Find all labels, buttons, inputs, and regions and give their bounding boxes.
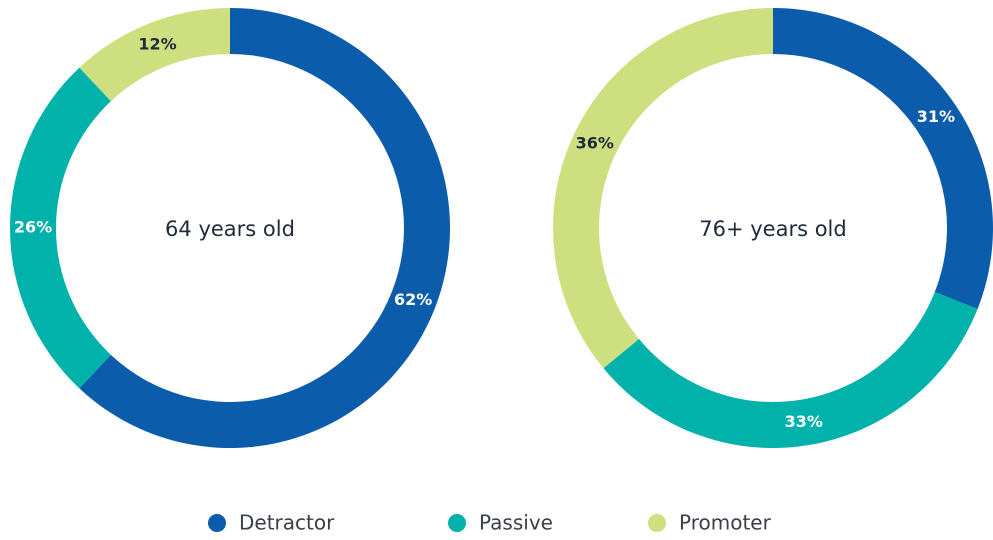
donut-segment — [773, 8, 993, 309]
donut-segment — [603, 292, 978, 448]
donut-segment — [79, 8, 231, 102]
center-label: 76+ years old — [699, 217, 846, 241]
value-label: 26% — [14, 218, 52, 237]
donut-segment — [553, 7, 773, 369]
center-label: 64 years old — [165, 217, 295, 241]
legend-label: Passive — [479, 511, 553, 535]
value-label: 62% — [394, 290, 432, 309]
legend-marker — [208, 514, 226, 532]
value-label: 12% — [138, 34, 176, 53]
value-label: 33% — [785, 412, 823, 431]
donut-segment — [79, 8, 450, 448]
value-label: 31% — [917, 107, 955, 126]
legend-marker — [648, 514, 666, 532]
value-label: 36% — [576, 134, 614, 153]
legend-label: Detractor — [239, 511, 335, 535]
legend-marker — [448, 514, 466, 532]
legend-label: Promoter — [679, 511, 772, 535]
donut-segment — [9, 67, 111, 389]
